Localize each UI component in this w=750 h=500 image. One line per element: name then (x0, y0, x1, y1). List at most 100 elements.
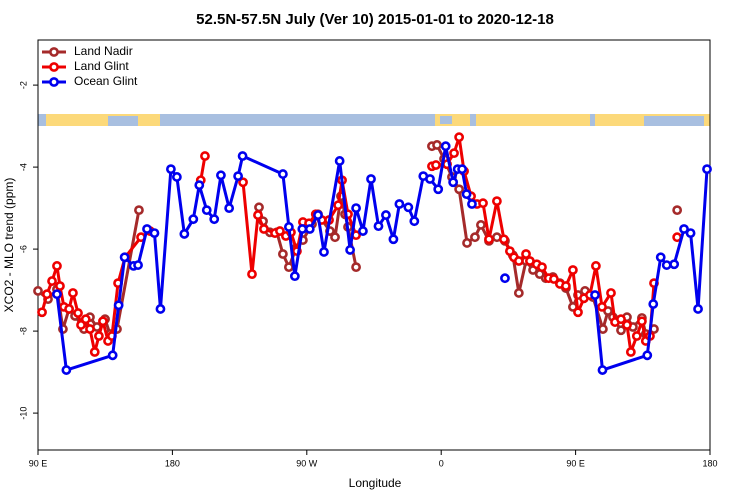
data-point (345, 245, 356, 255)
y-axis-label: XCO2 - MLO trend (ppm) (2, 178, 16, 313)
data-point (80, 314, 91, 325)
data-point (648, 299, 659, 309)
data-point (513, 288, 524, 298)
data-point (606, 288, 616, 298)
data-point (513, 256, 524, 266)
data-point (304, 224, 315, 234)
x-tick-label: 180 (702, 458, 717, 468)
data-point (484, 234, 494, 245)
data-point (200, 151, 210, 161)
data-point (351, 262, 361, 273)
data-point (625, 347, 636, 357)
data-point (149, 228, 160, 239)
data-point (394, 199, 405, 209)
data-point (247, 269, 257, 280)
data-point (590, 290, 600, 300)
data-point (201, 205, 212, 216)
chart-title: 52.5N-57.5N July (Ver 10) 2015-01-01 to … (196, 11, 554, 28)
data-point (351, 203, 361, 213)
x-tick-label: 90 W (296, 458, 318, 468)
data-point (573, 307, 583, 318)
data-point (61, 365, 72, 375)
map-strip (38, 114, 710, 126)
data-point (403, 202, 414, 213)
data-point (449, 148, 459, 159)
data-point (470, 232, 480, 243)
data-point (454, 132, 465, 143)
data-point (334, 156, 345, 166)
data-point (461, 189, 472, 200)
data-point (224, 203, 235, 213)
data-point (238, 177, 248, 188)
data-point (94, 331, 104, 341)
legend-label: Ocean Glint (74, 74, 138, 88)
data-point (642, 350, 653, 361)
data-point (457, 164, 468, 175)
data-point (492, 196, 502, 207)
data-point (568, 265, 578, 275)
legend-marker (49, 77, 59, 87)
data-point (134, 205, 144, 216)
data-point (216, 170, 226, 181)
data-point (500, 273, 510, 284)
data-point (259, 224, 269, 234)
data-point (278, 169, 288, 179)
data-point (425, 174, 435, 184)
data-point (37, 307, 47, 318)
data-point (85, 324, 95, 334)
data-point (297, 224, 308, 234)
data-point (685, 228, 696, 239)
data-point (142, 224, 152, 234)
data-point (537, 262, 547, 273)
legend-marker (49, 47, 59, 57)
data-point (637, 316, 647, 327)
data-point (669, 259, 680, 270)
x-tick-label: 180 (165, 458, 180, 468)
data-point (440, 141, 451, 152)
data-point (283, 262, 294, 273)
data-point (409, 216, 420, 227)
data-point (313, 210, 323, 220)
y-tick-label: -4 (18, 163, 28, 171)
legend-marker (49, 62, 59, 72)
data-point (476, 220, 486, 230)
data-point (237, 151, 248, 161)
data-point (47, 276, 57, 286)
data-point (55, 281, 65, 291)
data-point (188, 214, 199, 225)
data-point (253, 210, 263, 220)
data-point (254, 202, 264, 213)
legend-label: Land Glint (74, 59, 129, 73)
data-point (366, 174, 376, 184)
data-point (560, 281, 571, 291)
data-point (333, 200, 344, 211)
data-point (431, 160, 441, 170)
data-point (76, 320, 86, 330)
y-tick-label: -6 (18, 245, 28, 253)
data-point (155, 304, 166, 314)
data-point (330, 232, 340, 243)
data-point (478, 198, 488, 209)
data-point (467, 199, 477, 209)
data-point (597, 302, 607, 312)
series-line (55, 144, 709, 372)
x-axis-label: Longitude (349, 476, 402, 490)
data-point (693, 304, 703, 314)
data-point (33, 286, 43, 296)
data-point (448, 177, 459, 188)
data-point (598, 324, 608, 334)
data-point (52, 261, 62, 271)
data-point (107, 350, 118, 361)
data-point (52, 289, 62, 300)
data-point (358, 226, 368, 236)
data-point (42, 289, 52, 300)
legend-label: Land Nadir (74, 44, 133, 58)
data-point (98, 316, 108, 327)
data-point (622, 320, 632, 330)
data-point (591, 261, 601, 271)
data-point (275, 226, 285, 236)
data-point (194, 180, 205, 191)
data-point (319, 247, 329, 257)
data-point (73, 308, 83, 318)
